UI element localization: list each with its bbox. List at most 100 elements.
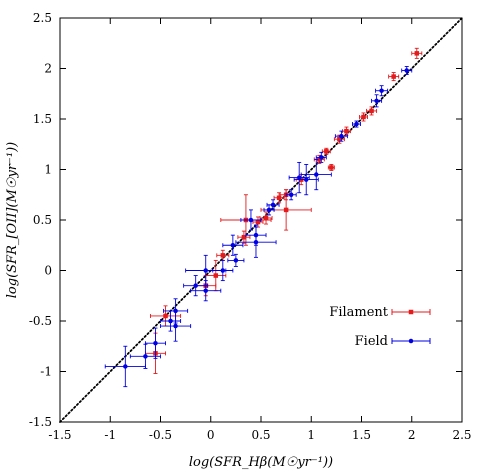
y-axis-label: log(SFR_[OII](M☉yr⁻¹)) [5, 142, 20, 298]
field-point [183, 275, 209, 297]
field-point [375, 85, 389, 97]
legend-label-filament: Filament [329, 305, 388, 320]
x-axis-label: log(SFR_Hβ(M☉yr⁻¹)) [189, 455, 333, 470]
filament-marker [317, 157, 322, 162]
field-marker [339, 133, 344, 139]
field-marker [203, 268, 208, 273]
field-marker [230, 243, 236, 248]
filament-marker [391, 74, 396, 79]
filament-point [341, 126, 351, 136]
field-point [315, 151, 327, 163]
field-marker [379, 88, 384, 93]
field-marker [319, 155, 324, 160]
filament-marker [408, 309, 414, 315]
filament-marker [241, 234, 247, 240]
x-tick-label: 0.5 [251, 428, 270, 442]
field-point [240, 209, 262, 231]
field-marker [203, 288, 208, 293]
y-tick-label: 0 [44, 264, 52, 278]
field-marker [314, 172, 319, 177]
legend: Filament Field [329, 305, 431, 349]
legend-entry-field: Field [355, 334, 431, 349]
field-point [227, 253, 245, 267]
y-tick-label: 2 [44, 62, 52, 76]
field-marker [374, 98, 379, 104]
field-point [104, 345, 146, 388]
filament-marker [361, 114, 366, 120]
x-tick-label: -0.5 [149, 428, 172, 442]
filament-marker [344, 128, 349, 134]
filament-marker [329, 165, 334, 170]
field-marker [354, 121, 359, 127]
field-point [288, 161, 310, 194]
field-point [371, 94, 383, 108]
field-point [285, 189, 297, 201]
axis-ticks: -1.5 -1 -0.5 0 0.5 1 1.5 2 2.5 -1.5 -1 -0.5 0 0.5 1 1.5… [29, 11, 472, 442]
filament-point [366, 106, 378, 116]
x-tick-label: 2.5 [452, 428, 471, 442]
field-marker [303, 177, 309, 182]
x-tick-label: 1 [307, 428, 315, 442]
filament-point [359, 112, 368, 122]
y-tick-label: 1.5 [33, 112, 52, 126]
data-points [104, 47, 423, 388]
filament-marker [337, 136, 342, 142]
field-point [160, 310, 182, 332]
filament-marker [220, 253, 226, 258]
filament-marker [414, 51, 420, 56]
y-tick-label: -1 [40, 365, 52, 379]
filament-point [327, 163, 335, 171]
filament-point [237, 230, 251, 244]
field-point [190, 280, 222, 302]
field-point [235, 226, 277, 258]
y-tick-label: -1.5 [29, 415, 52, 429]
field-point [334, 130, 348, 142]
filament-marker [283, 207, 289, 213]
field-marker [296, 175, 302, 180]
field-point [129, 343, 161, 369]
field-point [300, 158, 332, 191]
field-marker [408, 338, 414, 344]
x-tick-label: 1.5 [352, 428, 371, 442]
field-marker [168, 318, 173, 324]
field-marker [193, 283, 198, 288]
field-point [401, 66, 413, 76]
field-marker [173, 323, 178, 329]
field-marker [404, 68, 409, 73]
field-point [352, 120, 361, 128]
field-point [160, 310, 192, 342]
filament-marker [369, 108, 374, 114]
filament-point [273, 192, 285, 204]
field-point [263, 204, 275, 216]
y-tick-label: 0.5 [33, 213, 52, 227]
x-tick-label: -1 [104, 428, 116, 442]
x-tick-label: -1.5 [48, 428, 71, 442]
filament-marker [324, 149, 329, 154]
legend-entry-filament: Filament [329, 305, 431, 320]
filament-marker [213, 273, 219, 278]
field-marker [143, 354, 148, 359]
field-marker [288, 192, 294, 197]
field-marker [123, 364, 128, 369]
field-marker [270, 202, 276, 208]
filament-point [216, 249, 230, 261]
filament-point [321, 147, 331, 155]
field-marker [233, 258, 239, 263]
field-marker [248, 217, 254, 223]
field-point [222, 234, 244, 256]
filament-marker [163, 313, 168, 319]
field-marker [153, 340, 158, 346]
y-tick-label: 1 [44, 163, 52, 177]
filament-marker [276, 195, 282, 201]
legend-label-field: Field [355, 334, 388, 349]
field-marker [266, 207, 272, 213]
filament-point [411, 47, 423, 59]
x-tick-label: 0 [207, 428, 215, 442]
filament-marker [263, 215, 269, 221]
y-tick-label: -0.5 [29, 314, 52, 328]
filament-point [388, 72, 400, 82]
filament-marker [255, 219, 261, 225]
filament-point [259, 211, 273, 225]
y-tick-label: 2.5 [33, 11, 52, 25]
